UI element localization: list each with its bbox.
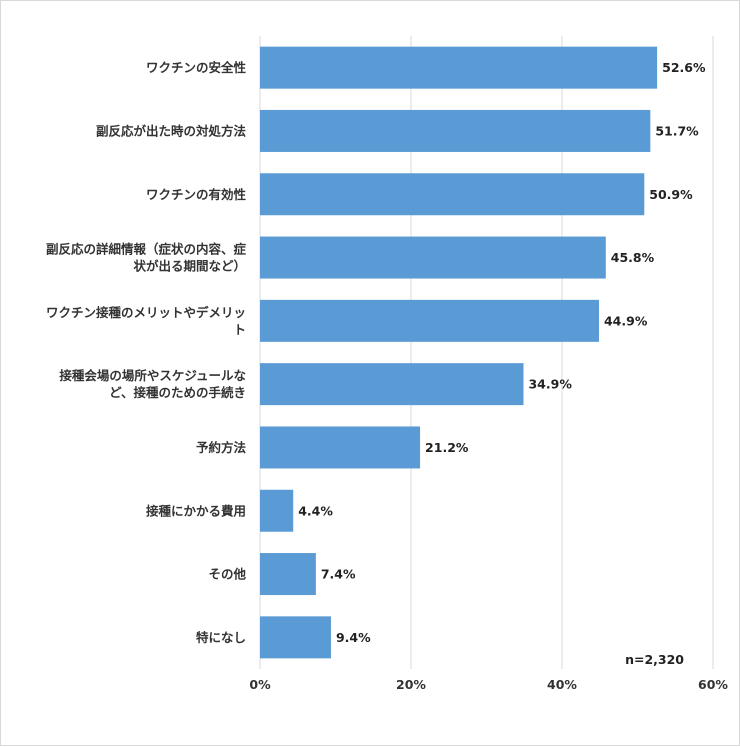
value-labels: 52.6% 51.7% 50.9% 45.8% 44.9% 34.9% 21.2% 4.4% 7… bbox=[298, 60, 706, 645]
category-label: 特になし bbox=[196, 630, 246, 645]
bars bbox=[260, 46, 658, 659]
sample-size-note: n=2,320 bbox=[625, 652, 684, 667]
value-label: 21.2% bbox=[425, 440, 469, 455]
value-label: 4.4% bbox=[298, 503, 333, 518]
value-label: 51.7% bbox=[655, 123, 699, 138]
category-label: 予約方法 bbox=[196, 440, 247, 455]
x-tick-label: 40% bbox=[547, 677, 577, 692]
x-axis-ticks: 0% 20% 40% 60% bbox=[249, 677, 728, 692]
value-label: 52.6% bbox=[662, 60, 706, 75]
category-label: 副反応の詳細情報（症状の内容、症 bbox=[46, 242, 247, 257]
value-label: 9.4% bbox=[336, 630, 371, 645]
bar bbox=[260, 109, 651, 152]
category-label: 副反応が出た時の対処方法 bbox=[96, 123, 247, 138]
bar bbox=[260, 46, 658, 89]
category-label: ど、接種のための手続き bbox=[109, 385, 246, 400]
value-label: 44.9% bbox=[604, 313, 648, 328]
category-label: ワクチン接種のメリットやデメリッ bbox=[46, 305, 246, 320]
bar bbox=[260, 299, 599, 342]
category-label: ワクチンの有効性 bbox=[146, 187, 247, 202]
value-label: 7.4% bbox=[321, 567, 356, 582]
bar bbox=[260, 426, 421, 469]
category-label: ワクチンの安全性 bbox=[146, 60, 247, 75]
bar bbox=[260, 173, 645, 216]
value-label: 45.8% bbox=[611, 250, 655, 265]
bar bbox=[260, 363, 524, 406]
x-tick-label: 0% bbox=[249, 677, 271, 692]
category-label: 接種にかかる費用 bbox=[146, 503, 246, 518]
x-tick-label: 20% bbox=[396, 677, 426, 692]
category-label: ト bbox=[233, 322, 246, 337]
category-label: 状が出る期間など） bbox=[133, 259, 246, 274]
value-label: 34.9% bbox=[528, 377, 572, 392]
bar bbox=[260, 616, 331, 659]
bar bbox=[260, 236, 606, 279]
category-label: 接種会場の場所やスケジュールな bbox=[59, 368, 246, 383]
category-label: その他 bbox=[208, 567, 246, 582]
bar bbox=[260, 489, 294, 532]
bar bbox=[260, 553, 316, 596]
category-labels: ワクチンの安全性副反応が出た時の対処方法ワクチンの有効性副反応の詳細情報（症状の… bbox=[46, 60, 247, 645]
value-label: 50.9% bbox=[649, 187, 693, 202]
x-tick-label: 60% bbox=[698, 677, 728, 692]
